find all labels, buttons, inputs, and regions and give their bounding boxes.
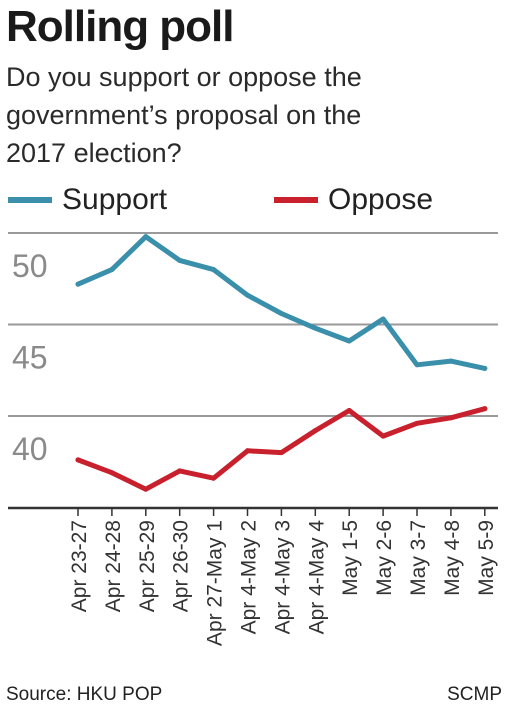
x-tick-label-3: Apr 26-30 — [170, 520, 193, 612]
x-tick-label-0: Apr 23-27 — [68, 520, 91, 612]
data-point-support-11 — [448, 358, 454, 364]
x-tick-label-10: May 3-7 — [407, 520, 430, 596]
y-tick-label-45: 45 — [12, 340, 48, 376]
chart-subtitle: Do you support or oppose the government’… — [6, 62, 362, 168]
x-tick-label-2: Apr 25-29 — [136, 520, 159, 612]
series-line-oppose — [75, 406, 488, 492]
data-point-oppose-8 — [346, 408, 352, 414]
legend-oppose: Oppose — [274, 182, 433, 218]
x-tick-label-4: Apr 27-May 1 — [204, 520, 227, 646]
data-point-support-0 — [75, 281, 81, 287]
credit-note: SCMP — [447, 684, 502, 705]
data-point-oppose-9 — [380, 433, 386, 439]
data-point-oppose-7 — [312, 428, 318, 434]
series-line-support — [75, 234, 488, 371]
data-point-oppose-6 — [278, 450, 284, 456]
data-point-oppose-3 — [177, 468, 183, 474]
x-tick-label-12: May 5-9 — [475, 520, 498, 596]
data-point-support-2 — [143, 234, 149, 240]
data-point-support-7 — [312, 325, 318, 331]
source-note: Source: HKU POP — [6, 684, 163, 705]
y-tick-label-40: 40 — [12, 431, 48, 467]
line-chart: 40 45 50 Apr 23-27 Apr 24-28 Apr 25-29 Apr 26-… — [8, 232, 498, 646]
data-point-support-6 — [278, 311, 284, 317]
data-point-oppose-2 — [143, 486, 149, 492]
legend-support: Support — [8, 182, 167, 218]
chart-title: Rolling poll — [6, 2, 235, 51]
legend-oppose-swatch — [274, 197, 318, 203]
data-point-oppose-4 — [211, 475, 217, 481]
data-point-support-1 — [109, 267, 115, 273]
data-point-support-8 — [346, 338, 352, 344]
legend-oppose-label: Oppose — [328, 183, 434, 216]
legend-support-swatch — [8, 197, 52, 203]
y-tick-label-50: 50 — [12, 248, 48, 284]
data-point-support-3 — [177, 257, 183, 263]
data-point-support-9 — [380, 316, 386, 322]
x-tick-label-9: May 2-6 — [373, 520, 396, 596]
data-point-oppose-1 — [109, 470, 115, 476]
data-point-oppose-0 — [75, 457, 81, 463]
data-point-support-12 — [482, 365, 488, 371]
data-point-oppose-12 — [482, 406, 488, 412]
data-point-oppose-11 — [448, 415, 454, 421]
x-tick-label-7: Apr 4-May 4 — [305, 520, 328, 635]
data-point-support-10 — [414, 362, 420, 368]
data-point-support-4 — [211, 267, 217, 273]
x-tick-label-11: May 4-8 — [441, 520, 464, 596]
data-point-oppose-10 — [414, 420, 420, 426]
legend-support-label: Support — [62, 183, 168, 216]
x-tick-label-1: Apr 24-28 — [102, 520, 125, 612]
x-tick-label-6: Apr 4-May 3 — [271, 520, 294, 634]
x-tick-label-8: May 1-5 — [339, 520, 362, 596]
x-tick-label-5: Apr 4-May 2 — [238, 520, 261, 634]
data-point-support-5 — [245, 292, 250, 298]
data-point-oppose-5 — [245, 448, 250, 454]
